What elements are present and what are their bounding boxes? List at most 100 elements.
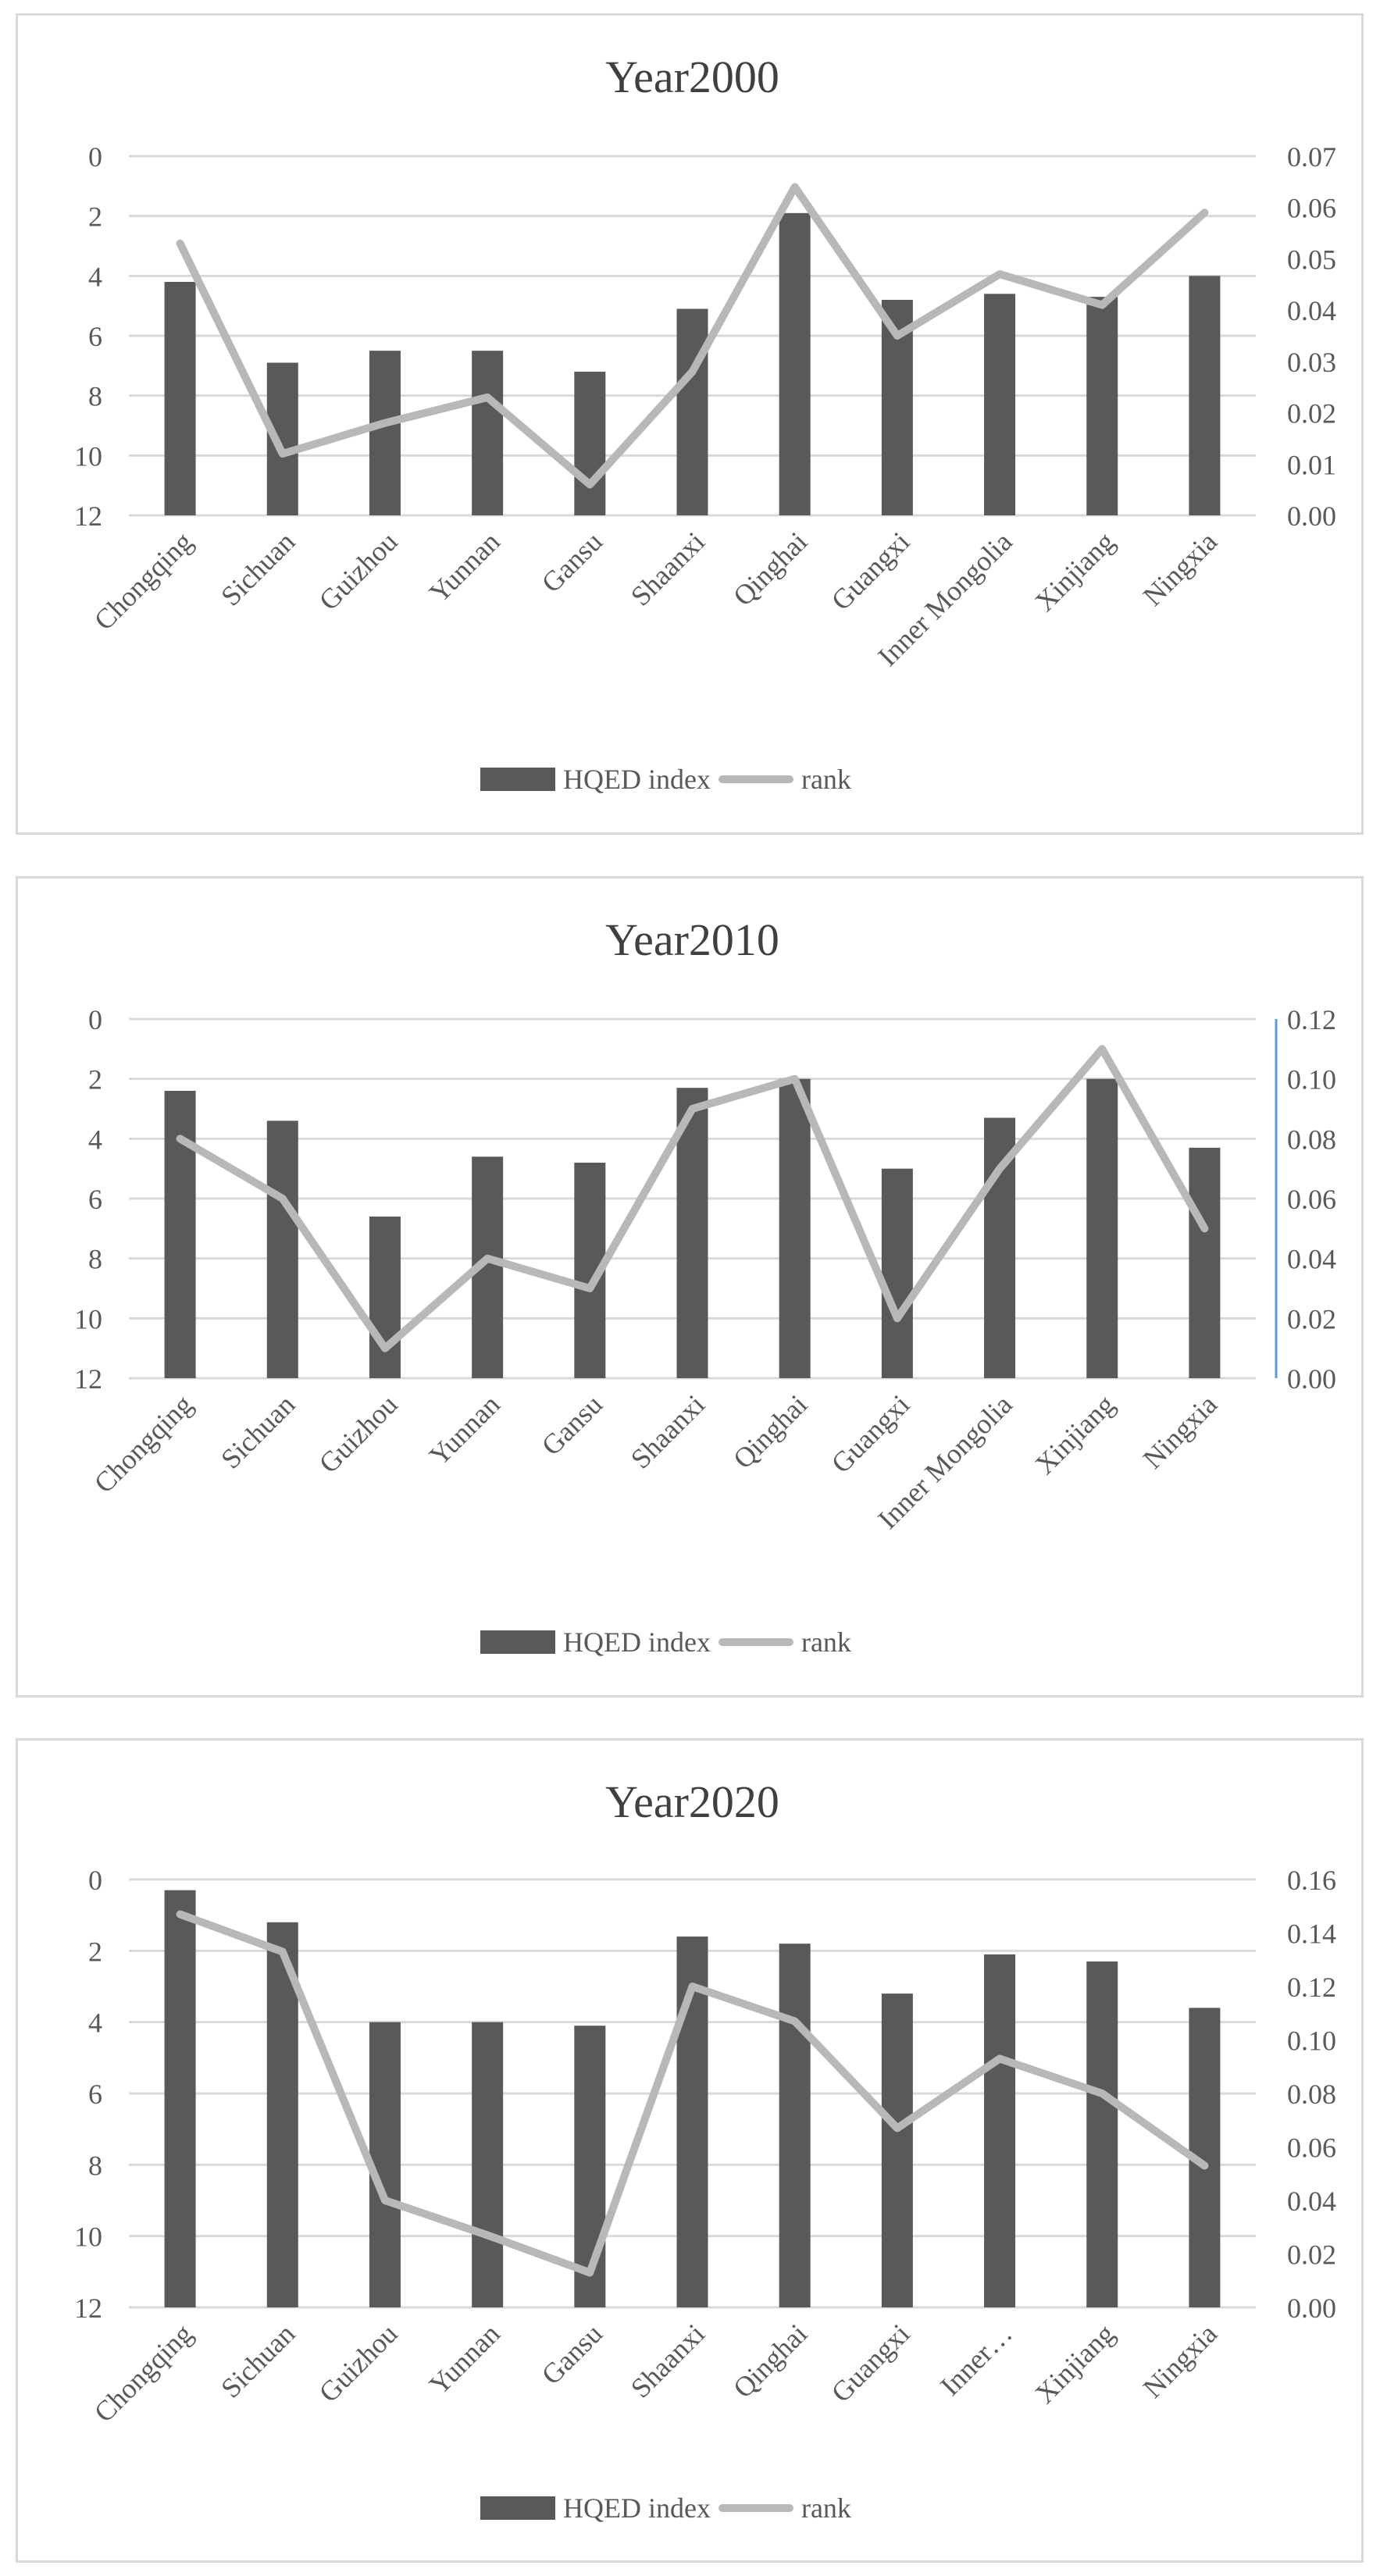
left-tick-label: 4 bbox=[88, 261, 102, 292]
category-label: Xinjiang bbox=[1029, 1388, 1121, 1480]
left-tick-label: 2 bbox=[88, 1064, 102, 1096]
category-label: Ningxia bbox=[1137, 1388, 1223, 1474]
right-tick-label: 0.10 bbox=[1287, 1064, 1336, 1096]
category-label: Chongqing bbox=[88, 526, 198, 636]
category-label: Guizhou bbox=[313, 526, 404, 616]
bar bbox=[472, 2022, 504, 2307]
category-label: Gansu bbox=[536, 526, 608, 598]
right-tick-label: 0.06 bbox=[1287, 2132, 1336, 2164]
bar bbox=[369, 2022, 401, 2307]
legend: HQED index rank bbox=[480, 2492, 851, 2524]
bar bbox=[164, 1890, 196, 2307]
legend-line-swatch bbox=[718, 2504, 793, 2512]
category-label: Shaanxi bbox=[625, 2318, 711, 2403]
bar bbox=[266, 1121, 298, 1378]
legend-item-line: rank bbox=[718, 763, 851, 796]
category-label: Ningxia bbox=[1137, 2318, 1223, 2403]
legend-line-swatch bbox=[718, 775, 793, 783]
right-tick-label: 0.12 bbox=[1287, 1004, 1336, 1035]
category-label: Chongqing bbox=[88, 2318, 198, 2428]
legend-bar-label: HQED index bbox=[563, 1626, 711, 1658]
category-label: Yunnan bbox=[423, 1388, 506, 1471]
chart-svg-2020: Year2020 0 2 4 6 8 10 12 0.16 0.14 0.12 0.10 0.08 0.0… bbox=[74, 1776, 1336, 2428]
right-tick-label: 0.02 bbox=[1287, 398, 1336, 429]
right-tick-label: 0.16 bbox=[1287, 1865, 1336, 1896]
legend-line-label: rank bbox=[801, 1626, 851, 1658]
right-tick-label: 0.07 bbox=[1287, 141, 1336, 173]
right-tick-label: 0.00 bbox=[1287, 2293, 1336, 2324]
right-tick-label: 0.08 bbox=[1287, 2079, 1336, 2110]
right-tick-label: 0.01 bbox=[1287, 449, 1336, 480]
legend-bar-label: HQED index bbox=[563, 2492, 711, 2524]
left-tick-label: 8 bbox=[88, 381, 102, 412]
chart-svg-2000: Year2000 0 2 4 6 8 10 12 0.07 0.06 0.05 0.04 0.03 0.0… bbox=[74, 52, 1336, 672]
bar bbox=[1086, 297, 1118, 515]
legend-bar-swatch bbox=[480, 1630, 555, 1654]
category-label: Sichuan bbox=[215, 526, 301, 611]
chart-panel-2020: Year2020 0 2 4 6 8 10 12 0.16 0.14 0.12 0.10 0.08 0.0… bbox=[16, 1738, 1364, 2563]
left-tick-label: 2 bbox=[88, 1936, 102, 1967]
bar bbox=[779, 1078, 811, 1378]
category-label: Guangxi bbox=[826, 2318, 916, 2408]
category-label: Qinghai bbox=[727, 1388, 813, 1474]
bar bbox=[574, 2026, 606, 2307]
bar bbox=[984, 1954, 1016, 2307]
legend-item-line: rank bbox=[718, 1626, 851, 1659]
bar bbox=[676, 1088, 708, 1378]
category-label: Guizhou bbox=[313, 1388, 404, 1479]
left-tick-label: 0 bbox=[88, 141, 102, 173]
legend-line-label: rank bbox=[801, 764, 851, 795]
bar bbox=[369, 351, 401, 515]
chart-panel-2000: Year2000 0 2 4 6 8 10 12 0.07 0.06 0.05 0.04 0.03 0.0… bbox=[16, 13, 1364, 835]
category-label: Guangxi bbox=[826, 1388, 916, 1479]
bar bbox=[1189, 1147, 1221, 1378]
bar bbox=[881, 1993, 913, 2307]
right-tick-label: 0.00 bbox=[1287, 1363, 1336, 1395]
bar bbox=[164, 1091, 196, 1378]
right-tick-label: 0.06 bbox=[1287, 193, 1336, 224]
bar bbox=[1189, 276, 1221, 515]
category-label: Qinghai bbox=[727, 526, 813, 611]
legend-line-label: rank bbox=[801, 2492, 851, 2524]
bar bbox=[881, 1168, 913, 1378]
left-tick-label: 10 bbox=[74, 1303, 102, 1334]
legend: HQED index rank bbox=[480, 1626, 851, 1659]
left-tick-label: 12 bbox=[74, 501, 102, 532]
category-label: Gansu bbox=[536, 1388, 608, 1461]
category-label: Guangxi bbox=[826, 526, 916, 616]
bar bbox=[164, 282, 196, 515]
bar bbox=[984, 294, 1016, 515]
legend-item-bar: HQED index bbox=[480, 2492, 711, 2524]
bar bbox=[369, 1217, 401, 1378]
left-tick-label: 6 bbox=[88, 1184, 102, 1215]
chart-title: Year2000 bbox=[605, 52, 779, 102]
rank-line bbox=[176, 183, 1209, 489]
category-label: Guizhou bbox=[313, 2318, 404, 2408]
left-tick-label: 6 bbox=[88, 321, 102, 352]
right-tick-label: 0.02 bbox=[1287, 1303, 1336, 1334]
bar bbox=[574, 372, 606, 515]
right-tick-label: 0.05 bbox=[1287, 244, 1336, 275]
category-label: Sichuan bbox=[215, 1388, 301, 1474]
left-tick-label: 6 bbox=[88, 2079, 102, 2110]
left-tick-label: 2 bbox=[88, 201, 102, 233]
category-label: Yunnan bbox=[423, 526, 506, 608]
right-tick-label: 0.10 bbox=[1287, 2026, 1336, 2057]
legend-bar-swatch bbox=[480, 2496, 555, 2520]
chart-panel-2010: Year2010 0 2 4 6 8 10 12 0.12 0.10 0.08 0.06 0.04 0.0… bbox=[16, 876, 1364, 1698]
legend: HQED index rank bbox=[480, 763, 851, 796]
legend-bar-swatch bbox=[480, 768, 555, 791]
right-tick-label: 0.04 bbox=[1287, 1244, 1336, 1275]
left-tick-label: 8 bbox=[88, 1244, 102, 1275]
chart-title: Year2020 bbox=[605, 1776, 779, 1827]
bar bbox=[676, 308, 708, 515]
category-label: Xinjiang bbox=[1029, 526, 1121, 617]
bar bbox=[1086, 1078, 1118, 1378]
right-tick-label: 0.06 bbox=[1287, 1184, 1336, 1215]
bar bbox=[472, 351, 504, 515]
right-tick-label: 0.00 bbox=[1287, 501, 1336, 532]
right-tick-label: 0.04 bbox=[1287, 295, 1336, 326]
right-tick-label: 0.12 bbox=[1287, 1972, 1336, 2003]
legend-item-line: rank bbox=[718, 2492, 851, 2524]
category-label: Xinjiang bbox=[1029, 2318, 1121, 2409]
